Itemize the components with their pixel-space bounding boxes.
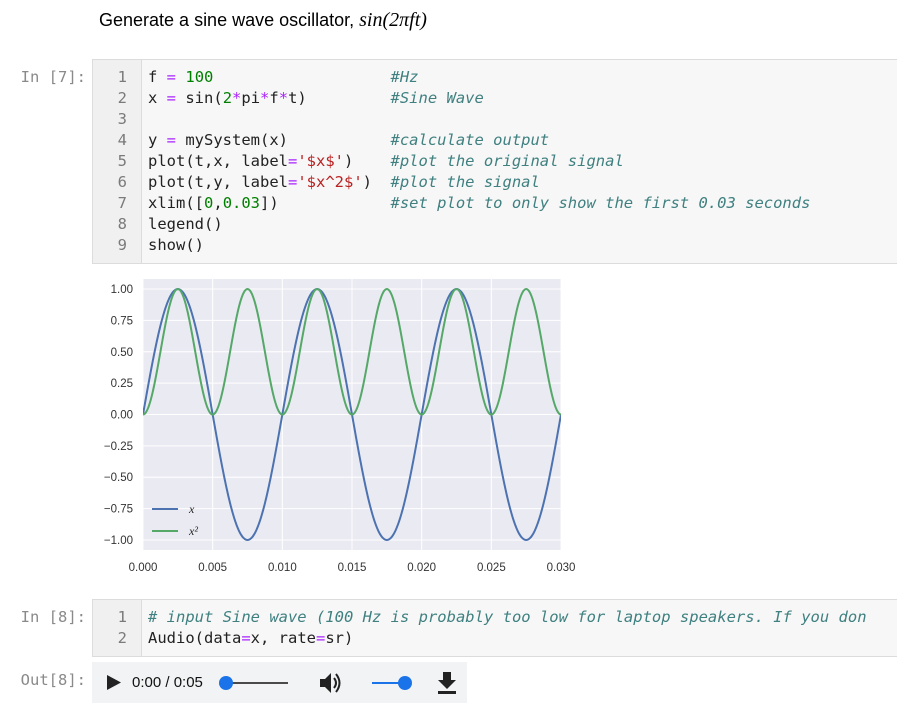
line-number: 7	[117, 194, 127, 212]
out-8-prompt: Out[8]:	[20, 671, 86, 689]
code-line[interactable]: 5 plot(t,x, label='$x$') #plot the origina…	[93, 151, 897, 172]
code-comment: #Sine Wave	[390, 89, 484, 107]
code-line[interactable]: 9 show()	[93, 235, 897, 256]
code-text: plot(t,y, label='$x^2$')	[148, 173, 372, 191]
code-comment: #plot the original signal	[390, 152, 624, 170]
code-text: xlim([0,0.03])	[148, 194, 279, 212]
volume-slider[interactable]	[372, 675, 414, 691]
line-number: 6	[117, 173, 127, 191]
code-line[interactable]: 4 y = mySystem(x) #calculate output	[93, 130, 897, 151]
code-comment: #plot the signal	[390, 173, 540, 191]
code-text: legend()	[148, 215, 223, 233]
x-tick-label: 0.005	[198, 562, 227, 574]
line-number: 1	[117, 608, 127, 626]
line-number: 5	[117, 152, 127, 170]
play-button[interactable]	[104, 673, 122, 697]
volume-icon	[320, 673, 341, 693]
x-tick-label: 0.000	[129, 562, 158, 574]
y-tick-label: −0.50	[104, 472, 133, 484]
code-comment: #set plot to only show the first 0.03 se…	[390, 194, 811, 212]
code-cell-8[interactable]: 1 # input Sine wave (100 Hz is probably t…	[92, 599, 897, 657]
x-tick-label: 0.025	[477, 562, 506, 574]
line-number: 2	[117, 89, 127, 107]
code-comment: # input Sine wave (100 Hz is probably to…	[148, 608, 867, 626]
code-line[interactable]: 7 xlim([0,0.03]) #set plot to only show th…	[93, 193, 897, 214]
markdown-text: Generate a sine wave oscillator,	[99, 10, 360, 30]
code-line[interactable]: 8 legend()	[93, 214, 897, 235]
cell-8-prompt: In [8]:	[20, 608, 86, 626]
code-comment: #Hz	[390, 68, 419, 86]
download-button[interactable]	[436, 671, 458, 700]
line-number-gutter	[93, 60, 142, 263]
code-line[interactable]: 2 Audio(data=x, rate=sr)	[93, 628, 897, 649]
y-tick-label: −0.25	[104, 441, 133, 453]
line-number: 1	[117, 68, 127, 86]
code-text: Audio(data=x, rate=sr)	[148, 629, 354, 647]
code-line[interactable]: 1 f = 100 #Hz	[93, 67, 897, 88]
cell-7-prompt: In [7]:	[20, 68, 86, 86]
y-tick-label: 1.00	[111, 284, 133, 296]
y-tick-label: 0.75	[111, 315, 133, 327]
x-tick-label: 0.010	[268, 562, 297, 574]
line-number: 8	[117, 215, 127, 233]
legend-label: x²	[188, 524, 198, 538]
code-line[interactable]: 3	[93, 109, 897, 130]
line-number: 3	[117, 110, 127, 128]
code-cell-7[interactable]: 1 f = 100 #Hz 2 x = sin(2*pi*f*t) #Sine Wave 3…	[92, 59, 897, 264]
progress-track	[224, 682, 288, 684]
volume-track	[372, 682, 406, 684]
code-text: show()	[148, 236, 204, 254]
mute-button[interactable]	[318, 671, 344, 700]
code-text: x = sin(2*pi*f*t)	[148, 89, 307, 107]
line-number-gutter	[93, 600, 142, 656]
y-tick-label: −1.00	[104, 535, 133, 547]
download-icon	[438, 672, 456, 694]
series-line-x-squared	[143, 288, 561, 416]
line-number: 9	[117, 236, 127, 254]
code-line[interactable]: 2 x = sin(2*pi*f*t) #Sine Wave	[93, 88, 897, 109]
y-tick-label: 0.50	[111, 347, 133, 359]
play-icon	[107, 675, 121, 690]
line-number: 2	[117, 629, 127, 647]
sine-wave-chart: 0.000 0.005 0.010 0.015 0.020 0.025 0.030 1.00 0…	[92, 272, 582, 587]
code-line[interactable]: 6 plot(t,y, label='$x^2$') #plot the signa…	[93, 172, 897, 193]
x-tick-label: 0.015	[338, 562, 367, 574]
code-text: plot(t,x, label='$x$')	[148, 152, 354, 170]
progress-thumb[interactable]	[219, 676, 233, 690]
volume-thumb[interactable]	[398, 676, 412, 690]
markdown-heading: Generate a sine wave oscillator, sin(2πf…	[99, 9, 427, 32]
x-tick-label: 0.030	[547, 562, 576, 574]
x-tick-label: 0.020	[407, 562, 436, 574]
code-line[interactable]: 1 # input Sine wave (100 Hz is probably t…	[93, 607, 897, 628]
code-text: f = 100	[148, 68, 214, 86]
math-formula: sin(2πft)	[359, 9, 427, 31]
progress-slider[interactable]	[218, 675, 288, 691]
y-tick-label: −0.75	[104, 504, 133, 516]
y-tick-label: 0.00	[111, 410, 133, 422]
audio-player: 0:00 / 0:05	[92, 662, 467, 703]
line-number: 4	[117, 131, 127, 149]
time-display: 0:00 / 0:05	[132, 674, 203, 691]
chart-svg: 0.000 0.005 0.010 0.015 0.020 0.025 0.030 1.00 0…	[104, 279, 576, 574]
y-tick-label: 0.25	[111, 378, 133, 390]
code-comment: #calculate output	[390, 131, 550, 149]
legend-label: x	[188, 502, 195, 516]
code-text: y = mySystem(x)	[148, 131, 288, 149]
